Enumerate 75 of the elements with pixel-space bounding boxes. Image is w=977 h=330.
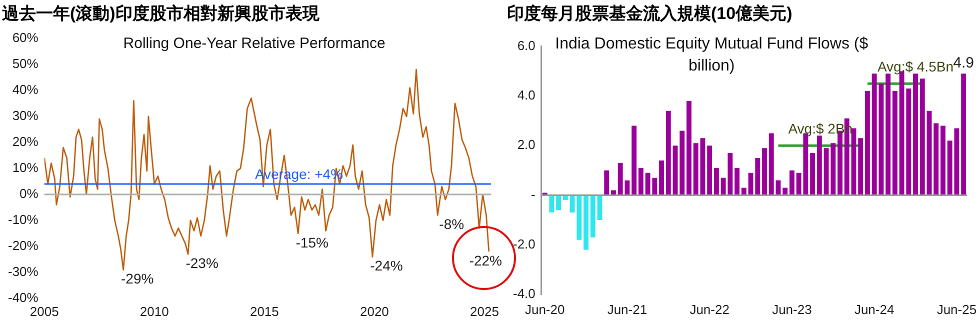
bar — [851, 128, 856, 196]
bar — [734, 168, 740, 196]
y-tick-label: 20% — [12, 134, 39, 149]
bar — [920, 78, 925, 196]
y-tick-label: 0% — [20, 186, 39, 201]
annotation: -24% — [370, 258, 403, 274]
annotation: -29% — [121, 270, 154, 287]
y-tick-label: 30% — [12, 108, 39, 123]
y-tick-label: 4.0 — [517, 88, 536, 103]
x-tick-label: Jun-21 — [607, 302, 648, 317]
y-tick-label: - — [531, 186, 536, 202]
bar — [892, 91, 898, 196]
annotation: -22% — [469, 252, 502, 268]
y-tick-label: 10% — [12, 160, 39, 175]
chart-subtitle: India Domestic Equity Mutual Fund Flows ($ billion) — [555, 35, 868, 74]
x-tick-label: 2025 — [470, 304, 499, 319]
annotation: -23% — [186, 255, 218, 272]
bar — [707, 146, 712, 196]
bar — [632, 126, 637, 196]
bar — [830, 143, 836, 196]
bar — [714, 168, 719, 196]
annotation: -8% — [439, 216, 464, 232]
x-tick-label: 2005 — [30, 304, 59, 319]
x-tick-label: 2010 — [140, 304, 169, 319]
chart-subtitle: Rolling One-Year Relative Performance — [123, 35, 386, 52]
bar — [789, 170, 794, 196]
x-tick-label: 2015 — [250, 304, 279, 319]
chart-title: 印度每月股票基金流入規模(10億美元) — [507, 4, 792, 23]
bar — [940, 126, 946, 196]
x-tick-label: Jun-22 — [690, 302, 730, 317]
bar — [680, 130, 685, 196]
bar — [768, 133, 774, 196]
y-tick-label: -40% — [8, 290, 39, 305]
y-tick-label: -4.0 — [512, 286, 536, 301]
bar — [864, 91, 870, 196]
bar — [762, 148, 767, 196]
y-tick-label: -20% — [8, 238, 39, 253]
x-tick-label: Jun-20 — [524, 302, 565, 317]
y-tick-label: 60% — [12, 30, 39, 45]
x-tick-label: Jun-24 — [854, 302, 894, 317]
y-tick-label: 2.0 — [517, 137, 536, 152]
bar — [858, 138, 864, 196]
chart-title: 過去一年(滾動)印度股市相對新興股市表現 — [1, 4, 320, 23]
bar — [549, 195, 554, 213]
annotation: -15% — [296, 234, 328, 250]
bar — [816, 136, 822, 196]
bar — [934, 123, 939, 196]
y-tick-label: -10% — [8, 212, 39, 227]
bar — [686, 100, 692, 196]
bar — [666, 110, 671, 196]
bar — [755, 158, 760, 196]
y-tick-label: 50% — [12, 56, 39, 71]
bar — [659, 160, 664, 196]
y-tick-label: -2.0 — [512, 236, 536, 252]
bar — [886, 74, 891, 196]
data-label: 4.9 — [953, 54, 974, 72]
x-tick-label: Jun-23 — [772, 302, 812, 317]
series-label: Avg:$ 4.5Bn — [877, 58, 954, 74]
bar — [810, 153, 816, 196]
bar — [604, 170, 610, 196]
bar — [590, 195, 596, 238]
y-tick-label: -30% — [8, 264, 39, 279]
bar — [672, 146, 678, 196]
bar — [638, 168, 644, 196]
y-tick-label: 6.0 — [517, 38, 536, 53]
bar — [926, 110, 932, 196]
y-tick-label: 40% — [12, 82, 39, 97]
x-tick-label: Jun-25 — [936, 302, 977, 317]
bar — [961, 74, 966, 196]
x-tick-label: 2020 — [360, 304, 389, 319]
bar — [556, 195, 562, 210]
bar — [584, 195, 588, 250]
bar — [824, 148, 829, 196]
bar — [611, 190, 616, 196]
bar — [913, 74, 918, 196]
